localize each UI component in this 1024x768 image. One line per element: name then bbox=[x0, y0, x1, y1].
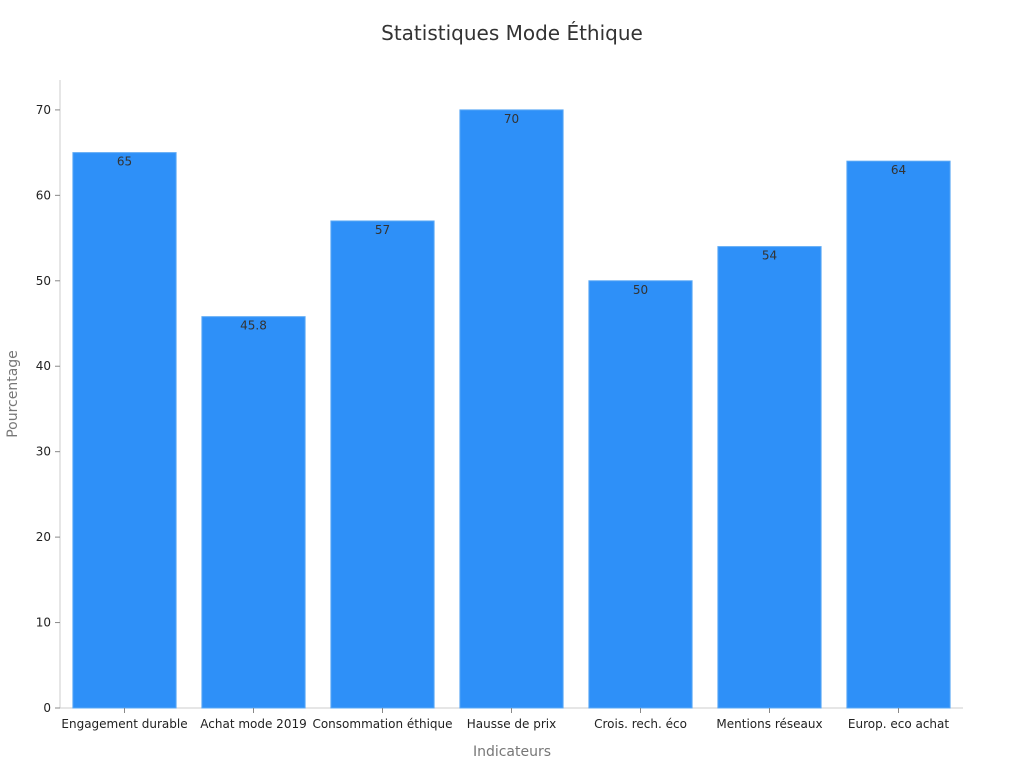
bar bbox=[846, 160, 951, 709]
y-tick-label: 40 bbox=[36, 359, 51, 373]
y-tick-label: 20 bbox=[36, 530, 51, 544]
bar bbox=[201, 316, 306, 709]
y-axis-ticks: 0 10 20 30 40 50 60 70 bbox=[36, 103, 60, 715]
bar-value-label: 64 bbox=[891, 163, 906, 177]
bar bbox=[717, 246, 822, 709]
x-tick-label: Mentions réseaux bbox=[716, 717, 822, 731]
bar bbox=[72, 152, 177, 709]
bar-value-label: 70 bbox=[504, 112, 519, 126]
x-axis-title: Indicateurs bbox=[473, 744, 551, 760]
x-tick-label: Achat mode 2019 bbox=[200, 717, 306, 731]
bar-value-label: 45.8 bbox=[240, 319, 267, 333]
y-tick-label: 50 bbox=[36, 274, 51, 288]
bar-value-label: 50 bbox=[633, 283, 648, 297]
y-tick-label: 70 bbox=[36, 103, 51, 117]
x-tick-label: Consommation éthique bbox=[312, 717, 452, 731]
y-tick-label: 30 bbox=[36, 445, 51, 459]
x-tick-label: Crois. rech. éco bbox=[594, 717, 687, 731]
x-tick-label: Engagement durable bbox=[61, 717, 187, 731]
y-tick-label: 10 bbox=[36, 616, 51, 630]
bar bbox=[330, 220, 435, 709]
bar-value-label: 65 bbox=[117, 155, 132, 169]
bar-value-label: 57 bbox=[375, 223, 390, 237]
bars: 65 45.8 57 70 50 54 64 bbox=[72, 109, 951, 709]
bar bbox=[459, 109, 564, 709]
y-tick-label: 0 bbox=[43, 701, 51, 715]
bar bbox=[588, 280, 693, 709]
chart-title: Statistiques Mode Éthique bbox=[381, 21, 643, 45]
x-axis-ticks: Engagement durable Achat mode 2019 Consomm… bbox=[61, 708, 949, 731]
y-tick-label: 60 bbox=[36, 188, 51, 202]
x-tick-label: Hausse de prix bbox=[467, 717, 556, 731]
x-tick-label: Europ. eco achat bbox=[848, 717, 949, 731]
y-axis-title: Pourcentage bbox=[5, 350, 21, 438]
bar-value-label: 54 bbox=[762, 249, 777, 263]
